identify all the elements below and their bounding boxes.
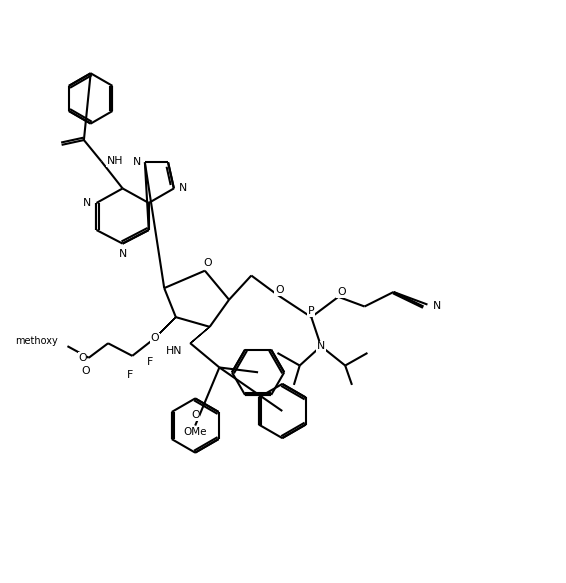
Text: O: O xyxy=(203,258,212,268)
Text: N: N xyxy=(133,157,141,167)
Text: F: F xyxy=(127,370,134,380)
Text: P: P xyxy=(308,306,315,317)
Text: O: O xyxy=(78,353,87,363)
Text: O: O xyxy=(191,410,199,420)
Polygon shape xyxy=(155,317,176,339)
Text: HN: HN xyxy=(166,346,183,356)
Text: N: N xyxy=(83,198,91,208)
Polygon shape xyxy=(190,327,210,343)
Text: O: O xyxy=(150,333,159,343)
Text: O: O xyxy=(275,285,284,295)
Text: methoxy: methoxy xyxy=(15,336,58,346)
Text: N: N xyxy=(118,250,127,259)
Text: NH: NH xyxy=(107,156,123,166)
Text: OMe: OMe xyxy=(183,427,207,437)
Text: O: O xyxy=(337,287,346,297)
Text: O: O xyxy=(82,366,90,375)
Text: N: N xyxy=(433,301,441,311)
Text: N: N xyxy=(317,341,325,351)
Text: N: N xyxy=(179,184,187,194)
Text: F: F xyxy=(147,357,153,367)
